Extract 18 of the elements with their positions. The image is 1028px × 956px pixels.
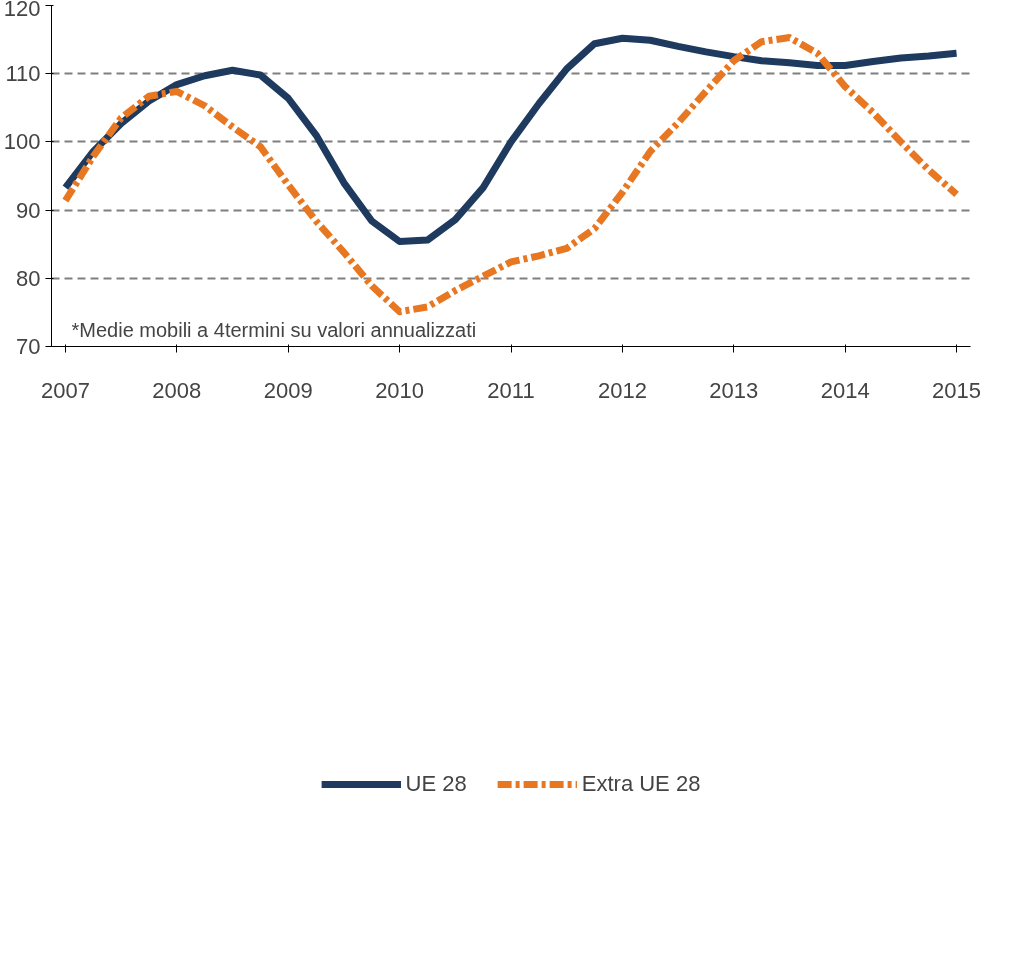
y-tick-label: 100 (3, 129, 41, 155)
y-tick-label: 90 (16, 197, 41, 223)
x-tick-label: 2014 (820, 377, 870, 403)
x-tick-label: 2011 (487, 377, 535, 403)
legend-label: Extra UE 28 (581, 770, 701, 797)
x-tick-label: 2013 (709, 377, 759, 403)
y-tick-label: 120 (3, 0, 41, 21)
x-tick-label: 2012 (597, 377, 647, 403)
y-tick-label: 70 (16, 334, 41, 359)
x-tick-label: 2007 (40, 377, 90, 403)
x-tick-label: 2009 (263, 377, 313, 403)
y-tick-label: 110 (5, 61, 41, 87)
annotation: *Medie mobili a 4termini su valori annualizzati (71, 318, 477, 341)
x-tick-label: 2010 (375, 377, 425, 403)
y-tick-label: 80 (16, 265, 41, 291)
x-tick-label: 2015 (932, 377, 982, 403)
legend-label: UE 28 (405, 770, 467, 797)
x-tick-label: 2008 (152, 377, 202, 403)
